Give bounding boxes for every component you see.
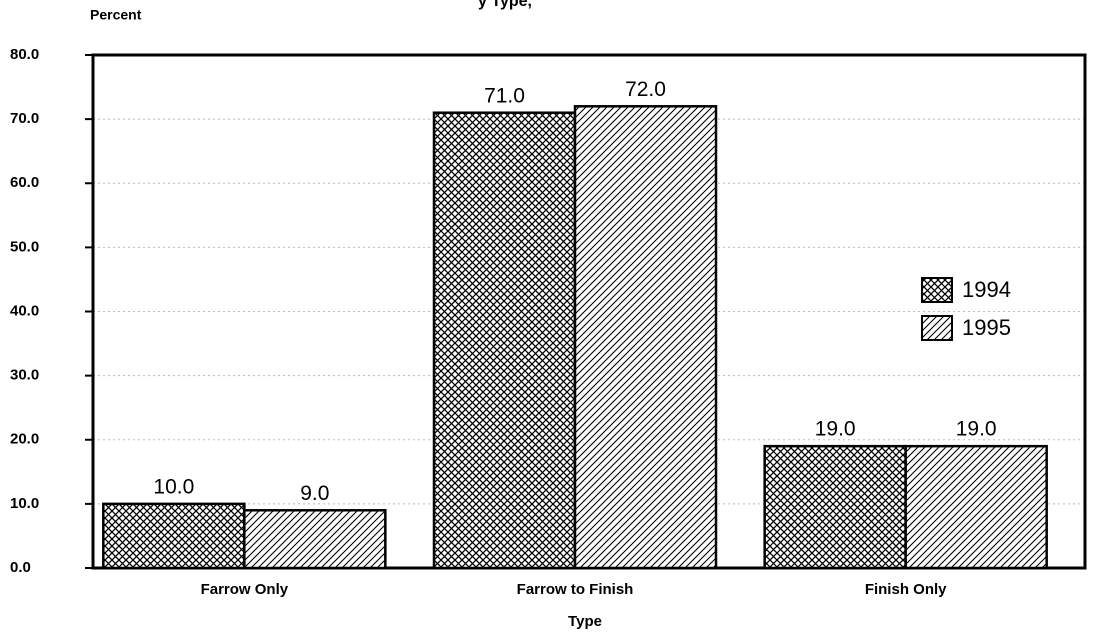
- y-tick-label: 20.0: [10, 431, 39, 448]
- chart-title: y Type,: [478, 0, 532, 10]
- y-tick-label: 30.0: [10, 367, 39, 384]
- legend-swatch: [921, 277, 953, 303]
- legend-swatch: [921, 315, 953, 341]
- bar: [573, 105, 718, 570]
- bar: [763, 444, 907, 570]
- bar: [102, 502, 246, 570]
- value-label: 72.0: [625, 78, 666, 101]
- bar: [904, 444, 1048, 570]
- legend-label: 1995: [962, 315, 1011, 340]
- bar: [243, 509, 387, 570]
- value-label: 10.0: [153, 475, 194, 498]
- y-tick-label: 50.0: [10, 238, 39, 255]
- value-label: 19.0: [815, 418, 856, 441]
- y-tick-label: 60.0: [10, 174, 39, 191]
- y-tick-label: 40.0: [10, 302, 39, 319]
- y-tick-label: 10.0: [10, 495, 39, 512]
- value-label: 19.0: [956, 418, 997, 441]
- x-tick-label: Farrow to Finish: [517, 581, 634, 598]
- y-tick-label: 0.0: [10, 559, 31, 576]
- legend-label: 1994: [962, 277, 1011, 302]
- bar: [432, 111, 577, 570]
- y-tick-label: 70.0: [10, 110, 39, 127]
- x-tick-label: Finish Only: [865, 581, 947, 598]
- value-label: 71.0: [484, 84, 525, 107]
- x-tick-label: Farrow Only: [201, 581, 289, 598]
- x-axis-label: Type: [568, 613, 602, 630]
- y-axis-label: Percent: [90, 7, 142, 23]
- y-tick-label: 80.0: [10, 46, 39, 63]
- value-label: 9.0: [300, 482, 329, 505]
